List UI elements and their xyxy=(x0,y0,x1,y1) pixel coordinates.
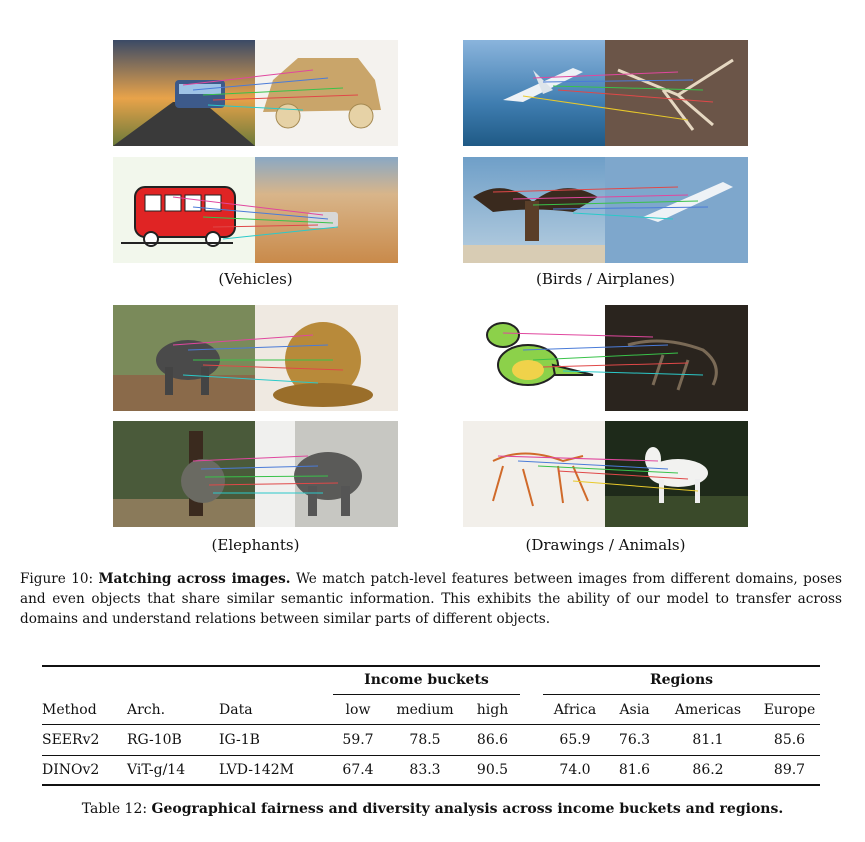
col-high: high xyxy=(476,702,509,718)
table-row-2-medium: 83.3 xyxy=(409,762,441,778)
table-row-1-americas: 81.1 xyxy=(692,732,724,748)
col-americas: Americas xyxy=(674,702,742,718)
vehicles-pair-1 xyxy=(113,40,398,146)
table-row-1-asia: 76.3 xyxy=(618,732,651,748)
table-row-1-method: SEERv2 xyxy=(42,732,100,748)
table-row-1-arch: RG-10B xyxy=(127,732,182,748)
col-method: Method xyxy=(42,702,97,718)
table-bottom-rule xyxy=(42,784,820,786)
col-medium: medium xyxy=(396,702,454,718)
table-row-2-method: DINOv2 xyxy=(42,762,100,778)
table-header-rule xyxy=(42,724,820,725)
figure-caption: Figure 10: Matching across images. We ma… xyxy=(20,569,842,629)
table-row-2-arch: ViT-g/14 xyxy=(127,762,186,778)
regions-cmidrule xyxy=(543,694,820,695)
table-row-1-africa: 65.9 xyxy=(559,732,591,748)
income-cmidrule xyxy=(333,694,520,695)
col-europe: Europe xyxy=(763,702,816,718)
table-caption-number: Table 12: xyxy=(81,801,148,817)
table-caption-title: Geographical fairness and diversity anal… xyxy=(151,801,784,817)
elephants-pair-1 xyxy=(113,305,398,411)
col-asia: Asia xyxy=(619,702,650,718)
table-row-2-high: 90.5 xyxy=(476,762,509,778)
table-row-2-asia: 81.6 xyxy=(618,762,651,778)
table-caption: Table 12: Geographical fairness and dive… xyxy=(0,801,865,817)
table-row-2-africa: 74.0 xyxy=(559,762,591,778)
drawings-pair-2 xyxy=(463,421,748,527)
figure-caption-number: Figure 10: xyxy=(20,571,94,587)
table-row-2-europe: 89.7 xyxy=(773,762,806,778)
table-row-2-data: LVD-142M xyxy=(219,762,295,778)
col-low: low xyxy=(345,702,371,718)
figure-caption-title: Matching across images. xyxy=(98,571,291,587)
table-row-1-low: 59.7 xyxy=(342,732,374,748)
vehicles-pair-2 xyxy=(113,157,398,263)
elephants-label: (Elephants) xyxy=(211,536,300,554)
birds-pair-2 xyxy=(463,157,748,263)
col-africa: Africa xyxy=(553,702,597,718)
table-row-2-low: 67.4 xyxy=(342,762,374,778)
table-row-2-americas: 86.2 xyxy=(692,762,724,778)
birds-airplanes-label: (Birds / Airplanes) xyxy=(536,270,675,288)
birds-pair-1 xyxy=(463,40,748,146)
col-data: Data xyxy=(219,702,253,718)
table-row-1-high: 86.6 xyxy=(476,732,509,748)
drawings-animals-label: (Drawings / Animals) xyxy=(525,536,686,554)
income-buckets-header: Income buckets xyxy=(364,672,489,688)
elephants-pair-2 xyxy=(113,421,398,527)
table-row-1-europe: 85.6 xyxy=(773,732,806,748)
vehicles-label: (Vehicles) xyxy=(218,270,293,288)
table-row-1-data: IG-1B xyxy=(219,732,260,748)
table-row-1-medium: 78.5 xyxy=(409,732,441,748)
table-top-rule xyxy=(42,665,820,667)
table-row-rule xyxy=(42,755,820,756)
regions-header: Regions xyxy=(649,672,714,688)
drawings-pair-1 xyxy=(463,305,748,411)
col-arch: Arch. xyxy=(127,702,166,718)
figure-caption-body: We match patch-level features between im… xyxy=(20,571,843,627)
